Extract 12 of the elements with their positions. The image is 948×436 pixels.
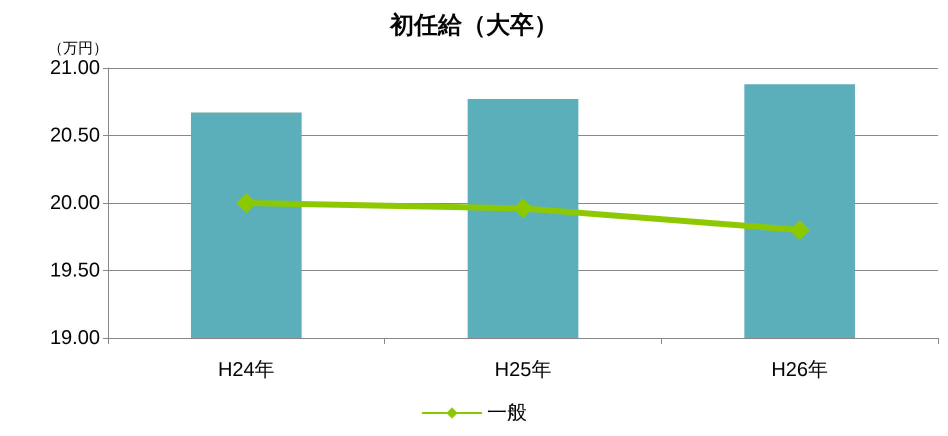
y-tick-label: 21.00	[50, 57, 100, 79]
x-tick-label: H25年	[494, 359, 552, 381]
y-tick-label: 19.00	[50, 327, 100, 349]
y-tick-label: 19.50	[50, 260, 100, 282]
y-tick-label: 20.00	[50, 192, 100, 214]
y-tick-label: 20.50	[50, 124, 100, 146]
x-tick-label: H26年	[771, 359, 828, 381]
point	[790, 220, 810, 240]
chart-title: 初任給（大卒）	[389, 11, 558, 39]
x-tick-label: H24年	[218, 359, 275, 381]
legend-label: 一般	[487, 402, 527, 424]
y-axis-title: （万円）	[48, 40, 108, 57]
